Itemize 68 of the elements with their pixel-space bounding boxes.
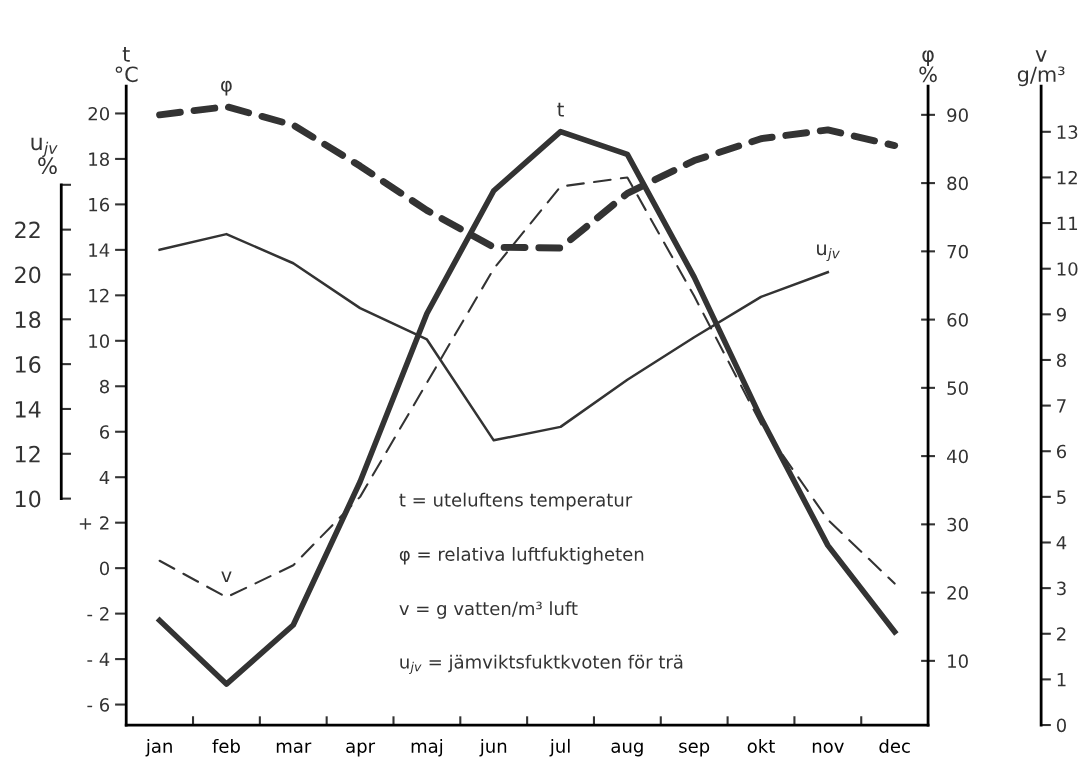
y-tick-label: 10 bbox=[15, 490, 41, 508]
y3-tick-label: 6 bbox=[1056, 444, 1067, 459]
y3-axis-title: v g/m³ bbox=[1017, 50, 1065, 87]
y-tick-label: 10 bbox=[89, 334, 110, 348]
x-tick-label: feb bbox=[212, 738, 240, 753]
x-tick-label: aug bbox=[611, 742, 643, 757]
y2-axis-title: φ % bbox=[919, 50, 937, 83]
annotation: u$_{jv}$ bbox=[817, 244, 840, 262]
y-tick-label: 12 bbox=[15, 445, 40, 463]
y-tick-label: + 2 bbox=[79, 516, 109, 530]
x-tick-label: mar bbox=[276, 742, 312, 753]
x-tick-label: apr bbox=[346, 742, 376, 757]
y-tick-label: 0 bbox=[99, 561, 110, 576]
y2-tick-label: 60 bbox=[947, 313, 968, 327]
annotation: t bbox=[557, 102, 564, 117]
y-tick-label: 6 bbox=[100, 425, 110, 439]
x-tick-label: jan bbox=[145, 738, 172, 757]
y-tick-label: - 4 bbox=[87, 652, 110, 666]
y2-tick-label: 30 bbox=[947, 517, 968, 532]
y2-tick-label: 90 bbox=[947, 108, 968, 122]
y-tick-label: 8 bbox=[99, 379, 109, 394]
y-axis-title: u$_{jv}$ % bbox=[31, 137, 58, 175]
x-tick-label: jun bbox=[479, 738, 507, 757]
annotation: t = uteluftens temperatur bbox=[399, 492, 633, 511]
y3-tick-label: 3 bbox=[1057, 581, 1066, 596]
y-tick-label: 14 bbox=[15, 401, 41, 418]
series-label: φ bbox=[221, 80, 232, 96]
x-tick-label: nov bbox=[812, 742, 844, 753]
x-tick-label: maj bbox=[411, 738, 443, 757]
annotation: v = g vatten/m³ luft bbox=[399, 601, 578, 619]
y3-tick-label: 12 bbox=[1057, 170, 1077, 185]
y-tick-label: - 6 bbox=[87, 698, 110, 712]
y3-tick-label: 9 bbox=[1056, 307, 1066, 322]
y2-tick-label: 50 bbox=[947, 381, 968, 395]
y-tick-label: 14 bbox=[89, 243, 110, 257]
y2-tick-label: 80 bbox=[947, 176, 968, 191]
y3-tick-label: 10 bbox=[1057, 262, 1078, 276]
y3-tick-label: 2 bbox=[1057, 627, 1066, 641]
x-tick-label: okt bbox=[747, 738, 775, 753]
annotation: u$_{jv}$ = jämviktsfuktkvoten för trä bbox=[400, 654, 683, 674]
x-tick-label: jul bbox=[549, 738, 570, 757]
y3-tick-label: 11 bbox=[1057, 216, 1078, 230]
y-tick-label: - 2 bbox=[87, 607, 109, 621]
y2-tick-label: 40 bbox=[947, 449, 968, 464]
y2-tick-label: 20 bbox=[947, 586, 968, 600]
x-tick-label: sep bbox=[679, 742, 710, 757]
y3-tick-label: 13 bbox=[1057, 125, 1078, 139]
y-tick-label: 4 bbox=[99, 470, 110, 485]
y-axis-title: t °C bbox=[115, 47, 138, 83]
y3-tick-label: 4 bbox=[1056, 536, 1067, 550]
y2-tick-label: 70 bbox=[947, 244, 968, 259]
y3-tick-label: 0 bbox=[1056, 718, 1066, 733]
x-tick-label: dec bbox=[879, 738, 910, 753]
y-tick-label: 12 bbox=[89, 288, 109, 303]
y3-tick-label: 7 bbox=[1057, 399, 1066, 413]
y-tick-label: 22 bbox=[15, 221, 40, 239]
y3-tick-label: 1 bbox=[1057, 673, 1066, 687]
y-tick-label: 18 bbox=[89, 152, 109, 167]
y-tick-label: 20 bbox=[88, 106, 110, 121]
annotation: φ = relativa luftfuktigheten bbox=[399, 546, 644, 565]
y-tick-label: 20 bbox=[15, 266, 41, 284]
y-tick-label: 16 bbox=[15, 356, 41, 373]
y2-tick-label: 10 bbox=[948, 654, 968, 668]
y-tick-label: 18 bbox=[15, 311, 41, 329]
y-tick-label: 16 bbox=[89, 197, 110, 212]
y3-tick-label: 8 bbox=[1056, 353, 1066, 368]
y3-tick-label: 5 bbox=[1057, 490, 1066, 504]
series-label: v bbox=[221, 571, 232, 583]
